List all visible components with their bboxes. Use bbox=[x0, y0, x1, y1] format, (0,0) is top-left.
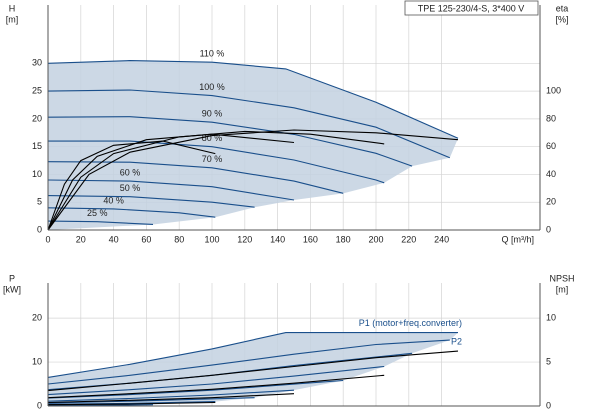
y2-unit: [m] bbox=[556, 284, 569, 294]
x-tick-label: 40 bbox=[109, 234, 119, 244]
efficiency-curve bbox=[47, 129, 459, 231]
y-tick-label: 15 bbox=[32, 141, 42, 151]
y-tick-label: 20 bbox=[32, 313, 42, 323]
y-tick-label: 30 bbox=[32, 58, 42, 68]
curve-label: 80 % bbox=[202, 133, 223, 143]
x-tick-label: 120 bbox=[237, 234, 252, 244]
y-tick-label: 10 bbox=[32, 169, 42, 179]
x-tick-label: 220 bbox=[401, 234, 416, 244]
y2-label: eta bbox=[556, 3, 569, 13]
curve bbox=[47, 379, 344, 399]
curve-label: 110 % bbox=[200, 49, 225, 59]
curve-label: P2 bbox=[451, 336, 462, 346]
y-tick-label: 20 bbox=[32, 113, 42, 123]
curve bbox=[47, 60, 459, 139]
y2-tick-label: 0 bbox=[546, 224, 551, 234]
y-tick-label: 5 bbox=[37, 197, 42, 207]
x-tick-label: 200 bbox=[368, 234, 383, 244]
y-label: H bbox=[9, 3, 16, 13]
curve bbox=[47, 389, 295, 402]
title-box bbox=[404, 0, 539, 16]
x-tick-label: 140 bbox=[270, 234, 285, 244]
y2-tick-label: 20 bbox=[546, 197, 556, 207]
curve-label: P1 (motor+freq.converter) bbox=[359, 318, 462, 328]
efficiency-curve bbox=[47, 133, 295, 231]
curve bbox=[47, 365, 385, 396]
chart-title: TPE 125-230/4-S, 3*400 V bbox=[418, 3, 525, 13]
y-tick-label: 10 bbox=[32, 356, 42, 366]
curve bbox=[47, 179, 295, 201]
y-label: P bbox=[9, 273, 15, 283]
curve-label: 40 % bbox=[103, 195, 124, 205]
y-unit: [kW] bbox=[3, 284, 21, 294]
curve bbox=[47, 195, 255, 208]
y2-tick-label: 10 bbox=[546, 313, 556, 323]
y-unit: [m] bbox=[6, 14, 19, 24]
x-tick-label: 80 bbox=[174, 234, 184, 244]
y2-tick-label: 60 bbox=[546, 141, 556, 151]
y-tick-label: 0 bbox=[37, 224, 42, 234]
x-label: Q [m³/h] bbox=[501, 234, 534, 244]
curve bbox=[47, 332, 458, 378]
curve bbox=[47, 220, 154, 225]
curve-label: 90 % bbox=[202, 109, 223, 119]
y-tick-label: 25 bbox=[32, 85, 42, 95]
x-tick-label: 160 bbox=[303, 234, 318, 244]
curve-label: 70 % bbox=[202, 154, 223, 164]
x-tick-label: 180 bbox=[336, 234, 351, 244]
curve bbox=[47, 89, 451, 159]
curve bbox=[47, 397, 255, 404]
curve-label: 100 % bbox=[199, 82, 225, 92]
curve bbox=[48, 140, 385, 184]
y2-tick-label: 0 bbox=[546, 400, 551, 410]
curve-label: 60 % bbox=[120, 167, 141, 177]
curve bbox=[47, 393, 295, 404]
x-tick-label: 20 bbox=[76, 234, 86, 244]
y2-label: NPSH bbox=[549, 273, 574, 283]
curve bbox=[47, 116, 413, 167]
efficiency-curve bbox=[47, 140, 216, 231]
operating-range bbox=[48, 332, 458, 406]
y2-tick-label: 100 bbox=[546, 85, 561, 95]
x-tick-label: 0 bbox=[45, 234, 50, 244]
curve-label: 50 % bbox=[120, 183, 141, 193]
curve bbox=[47, 339, 450, 385]
x-tick-label: 240 bbox=[434, 234, 449, 244]
x-tick-label: 60 bbox=[141, 234, 151, 244]
curve bbox=[47, 207, 216, 218]
y2-tick-label: 40 bbox=[546, 169, 556, 179]
curve bbox=[47, 374, 385, 399]
y-tick-label: 0 bbox=[37, 400, 42, 410]
y2-unit: [%] bbox=[555, 14, 568, 24]
curve bbox=[47, 350, 459, 392]
curve bbox=[47, 401, 216, 406]
operating-range bbox=[48, 60, 458, 230]
y2-tick-label: 80 bbox=[546, 113, 556, 123]
y2-tick-label: 5 bbox=[546, 356, 551, 366]
curve bbox=[47, 404, 154, 407]
curve-label: 25 % bbox=[87, 208, 108, 218]
x-tick-label: 100 bbox=[204, 234, 219, 244]
